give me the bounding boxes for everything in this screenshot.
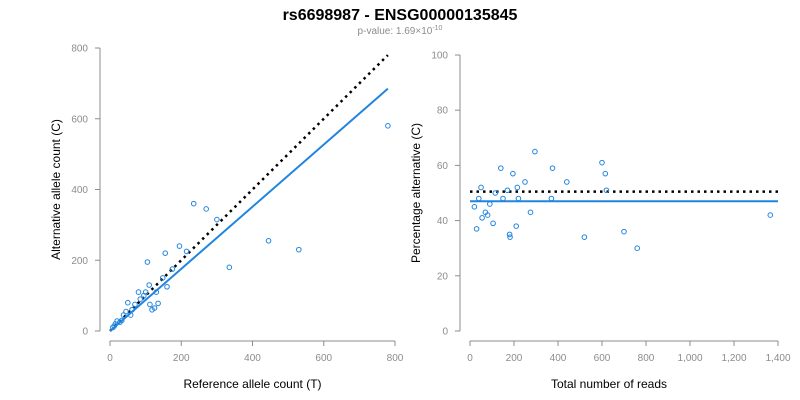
data-point — [129, 306, 135, 313]
y-tick-label: 200 — [71, 256, 88, 267]
data-point — [599, 159, 605, 166]
data-point — [513, 223, 520, 229]
x-tick-label: 0 — [467, 353, 473, 364]
x-tick-label: 800 — [387, 353, 404, 364]
data-point — [479, 215, 485, 221]
data-point — [203, 206, 209, 212]
x-tick-label: 1,000 — [677, 353, 702, 364]
data-point — [515, 195, 522, 202]
data-point — [522, 179, 528, 185]
data-point — [621, 228, 627, 235]
data-point — [214, 216, 220, 223]
x-tick-label: 800 — [638, 353, 655, 364]
fitted-trend-line — [109, 87, 389, 332]
data-point — [498, 165, 504, 171]
data-point — [169, 266, 176, 272]
data-point — [510, 170, 516, 177]
x-tick-label: 200 — [173, 353, 190, 364]
data-point — [127, 312, 134, 318]
data-point — [385, 123, 391, 129]
scatter-panel-allele-counts: 0 200 400 600 800 0 200 400 600 800 Reference alle… — [49, 44, 404, 392]
data-point — [548, 195, 555, 202]
data-point — [155, 300, 161, 307]
data-point — [226, 264, 233, 271]
data-point — [164, 283, 170, 290]
x-tick-label: 600 — [594, 353, 611, 364]
data-point — [153, 289, 160, 295]
data-point — [507, 234, 513, 240]
chart-title: rs6698987 - ENSG00000135845 — [283, 7, 518, 24]
p-value-text: p-value: 1.69×10 — [358, 26, 433, 37]
x-axis-label: Reference allele count (T) — [183, 377, 321, 391]
data-point — [532, 148, 538, 155]
y-axis-label: Alternative allele count (C) — [49, 119, 63, 260]
expected-ratio-dotted-line — [109, 54, 389, 332]
data-point — [176, 243, 183, 249]
data-point — [602, 170, 609, 177]
x-tick-label: 600 — [315, 353, 332, 364]
data-point — [492, 190, 499, 196]
data-point — [159, 275, 166, 281]
data-point — [549, 165, 556, 171]
x-tick-label: 400 — [244, 353, 261, 364]
data-point — [478, 184, 484, 191]
data-point — [146, 282, 152, 288]
data-point — [564, 179, 570, 185]
scatter-panel-percentage: 0 200 400 600 800 1,000 1,200 1,400 0 20 40 60 80 100… — [409, 51, 791, 392]
data-point — [634, 245, 641, 251]
data-point — [484, 212, 491, 218]
y-tick-label: 400 — [71, 185, 88, 196]
data-point — [504, 187, 511, 194]
y-tick-label: 800 — [71, 44, 88, 55]
data-point — [151, 305, 158, 311]
data-point — [490, 220, 496, 227]
data-point — [506, 231, 513, 238]
y-tick-label: 80 — [437, 106, 449, 117]
data-point — [581, 234, 588, 240]
data-point — [137, 296, 144, 302]
y-tick-label: 100 — [431, 51, 448, 62]
y-tick-label: 600 — [71, 114, 88, 125]
data-point — [471, 204, 478, 210]
x-tick-label: 0 — [107, 353, 113, 364]
y-axis-label: Percentage alternative (C) — [409, 123, 423, 263]
y-tick-label: 40 — [437, 216, 449, 227]
data-point — [135, 289, 142, 295]
data-point — [132, 301, 138, 308]
data-point — [487, 201, 493, 207]
x-tick-label: 400 — [550, 353, 567, 364]
data-point — [162, 250, 169, 256]
y-tick-label: 20 — [437, 271, 449, 282]
data-point — [476, 195, 482, 202]
data-point — [125, 299, 131, 306]
p-value-exponent: -10 — [432, 25, 442, 32]
y-tick-label: 60 — [437, 161, 449, 172]
data-point — [767, 212, 774, 218]
data-point — [514, 184, 521, 191]
data-point — [527, 209, 534, 216]
data-point — [190, 200, 197, 207]
p-value-subtitle: p-value: 1.69×10-10 — [358, 25, 443, 37]
x-tick-label: 1,400 — [765, 353, 790, 364]
x-axis-label: Total number of reads — [551, 377, 667, 391]
x-tick-label: 1,200 — [721, 353, 746, 364]
data-point — [118, 317, 125, 324]
x-tick-label: 200 — [506, 353, 523, 364]
data-point — [473, 226, 480, 232]
data-point — [147, 301, 153, 308]
data-point — [265, 237, 272, 244]
data-point — [183, 248, 190, 255]
data-point — [144, 259, 151, 265]
data-point — [603, 187, 610, 194]
data-point — [142, 289, 149, 295]
data-point — [123, 308, 129, 315]
y-tick-label: 0 — [442, 327, 448, 338]
y-tick-label: 0 — [82, 327, 88, 338]
data-point — [296, 246, 302, 253]
data-point — [500, 195, 506, 202]
